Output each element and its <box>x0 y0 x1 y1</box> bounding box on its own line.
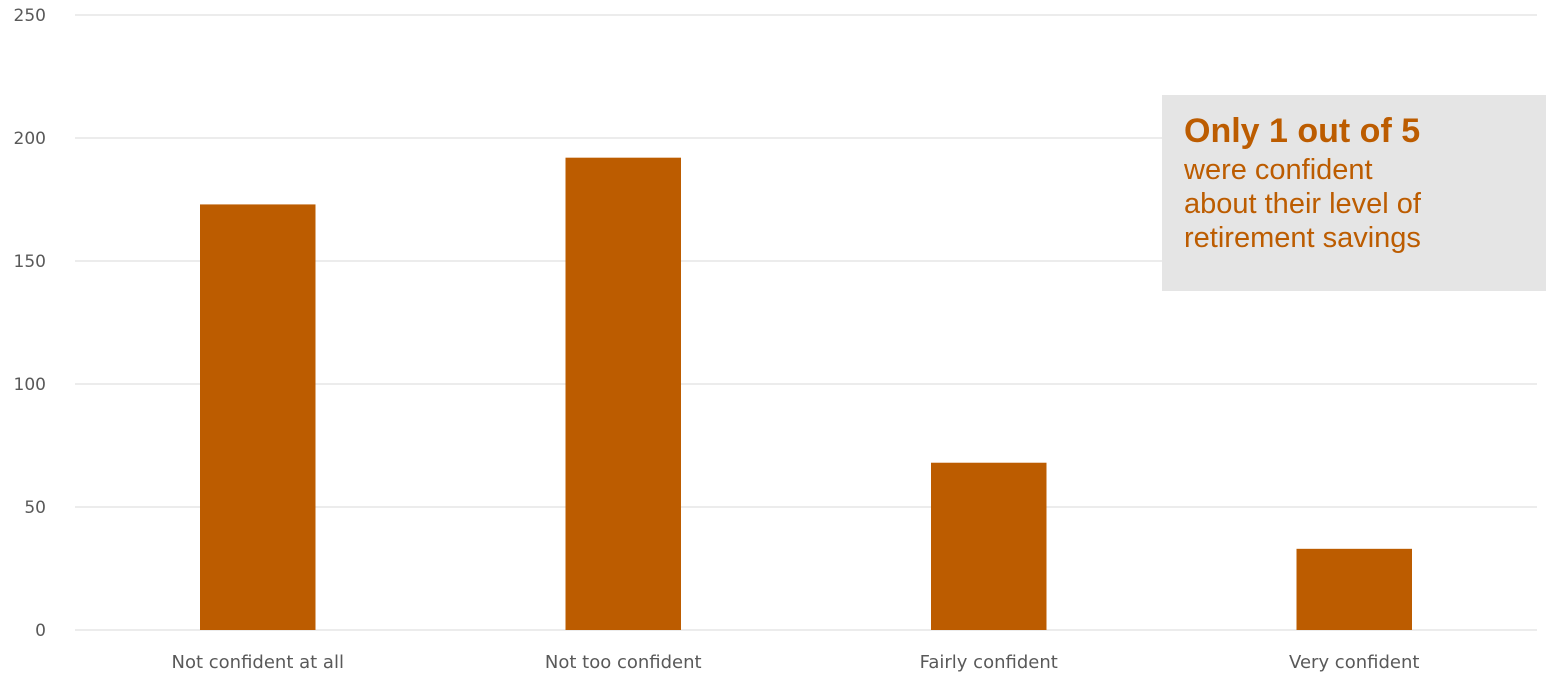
gridlines <box>75 14 1537 631</box>
bar <box>565 157 681 630</box>
callout-body: were confident about their level of reti… <box>1184 154 1421 254</box>
bar <box>200 204 316 631</box>
bar <box>931 462 1047 630</box>
y-tick-label: 200 <box>14 129 46 149</box>
y-tick-label: 150 <box>14 252 46 272</box>
callout-headline: Only 1 out of 5 <box>1184 112 1421 150</box>
y-axis-tick-labels: 0 50 100 150 200 250 <box>14 6 46 641</box>
y-tick-label: 250 <box>14 6 46 26</box>
x-category-label: Not too confident <box>545 652 702 673</box>
bar <box>1296 548 1412 630</box>
y-tick-label: 0 <box>35 621 46 641</box>
x-category-label: Very confident <box>1289 652 1419 673</box>
y-tick-label: 100 <box>14 375 46 395</box>
x-category-label: Not confident at all <box>172 652 344 673</box>
x-axis-category-labels: Not confident at all Not too confident Fai… <box>172 652 1420 673</box>
x-category-label: Fairly confident <box>920 652 1058 673</box>
bars <box>200 157 1412 631</box>
y-tick-label: 50 <box>24 498 46 518</box>
callout-box: Only 1 out of 5 were confident about the… <box>1162 95 1546 291</box>
